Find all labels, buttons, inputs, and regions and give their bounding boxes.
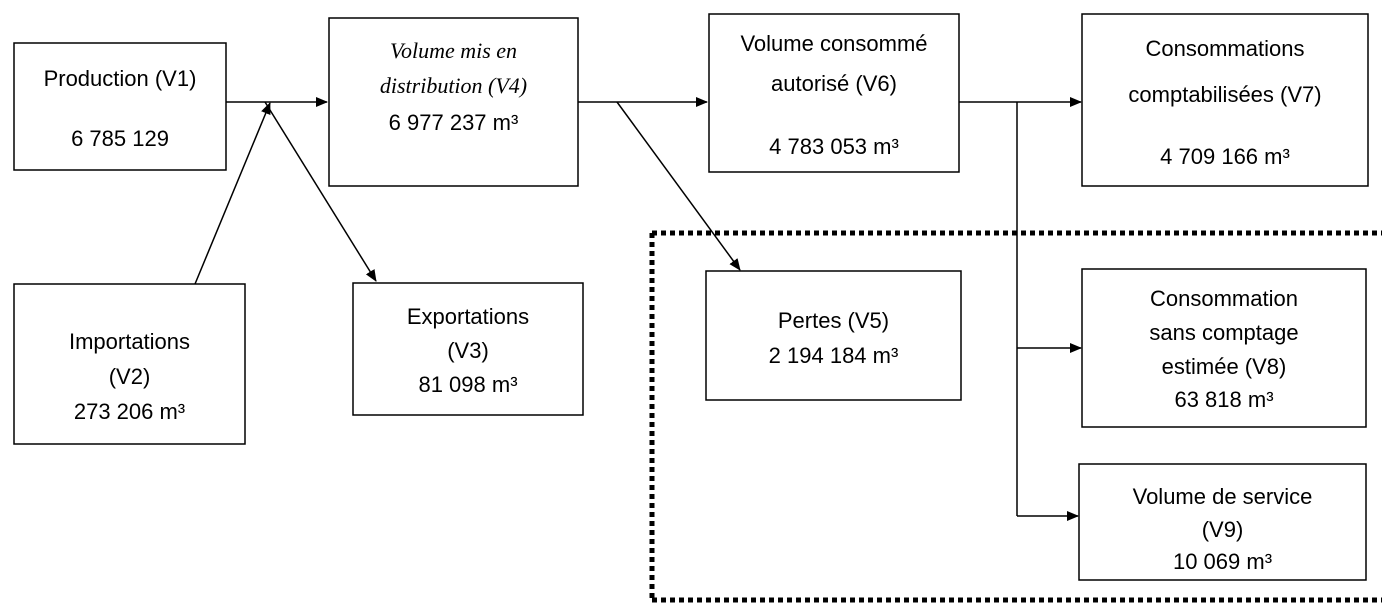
arrow <box>616 101 741 271</box>
node-label: autorisé (V6) <box>771 71 897 96</box>
node-label: Pertes (V5) <box>778 308 889 333</box>
node-value: 10 069 m³ <box>1173 549 1272 574</box>
node-label: (V9) <box>1202 517 1244 542</box>
node-label: (V2) <box>109 364 151 389</box>
node: Consommation sans comptage estimée (V8) 63 … <box>1081 268 1367 428</box>
node-label: Volume consommé <box>740 31 927 56</box>
node-box <box>1078 463 1367 581</box>
node: Importations (V2) 273 206 m³ <box>13 283 246 445</box>
node-label: Consommation <box>1150 286 1298 311</box>
node-value: 6 977 237 m³ <box>389 110 519 135</box>
node-box <box>1081 13 1369 187</box>
node-value: 6 785 129 <box>71 126 169 151</box>
node-value: 81 098 m³ <box>418 372 517 397</box>
node-label: Volume mis en <box>390 38 517 63</box>
arrow <box>194 102 271 285</box>
arrows <box>194 97 1082 521</box>
node: Volume mis en distribution (V4) 6 977 237 … <box>328 17 579 187</box>
arrow <box>264 101 377 282</box>
node-label: comptabilisées (V7) <box>1128 82 1321 107</box>
node-box <box>13 42 227 171</box>
node-label: distribution (V4) <box>380 73 527 98</box>
node: Volume consommé autorisé (V6) 4 783 053 m³ <box>708 13 960 173</box>
node-value: 4 783 053 m³ <box>769 134 899 159</box>
node-value: 4 709 166 m³ <box>1160 144 1290 169</box>
node-label: Consommations <box>1146 36 1305 61</box>
node: Pertes (V5) 2 194 184 m³ <box>705 270 962 401</box>
node: Volume de service (V9) 10 069 m³ <box>1078 463 1367 581</box>
nodes: Production (V1) 6 785 129 Volume mis en dis… <box>13 13 1369 581</box>
node-box <box>708 13 960 173</box>
node-value: 2 194 184 m³ <box>769 343 899 368</box>
node-value: 273 206 m³ <box>74 399 185 424</box>
node-value: 63 818 m³ <box>1174 387 1273 412</box>
node-box <box>328 17 579 187</box>
node-label: Production (V1) <box>44 66 197 91</box>
node-box <box>13 283 246 445</box>
node-label: Volume de service <box>1133 484 1313 509</box>
node: Production (V1) 6 785 129 <box>13 42 227 171</box>
node-box <box>352 282 584 416</box>
node-box <box>1081 268 1367 428</box>
node-box <box>705 270 962 401</box>
node-label: Exportations <box>407 304 529 329</box>
node-label: (V3) <box>447 338 489 363</box>
node: Exportations (V3) 81 098 m³ <box>352 282 584 416</box>
node: Consommations comptabilisées (V7) 4 709 16… <box>1081 13 1369 187</box>
node-label: sans comptage <box>1149 320 1298 345</box>
node-label: Importations <box>69 329 190 354</box>
node-label: estimée (V8) <box>1162 354 1287 379</box>
